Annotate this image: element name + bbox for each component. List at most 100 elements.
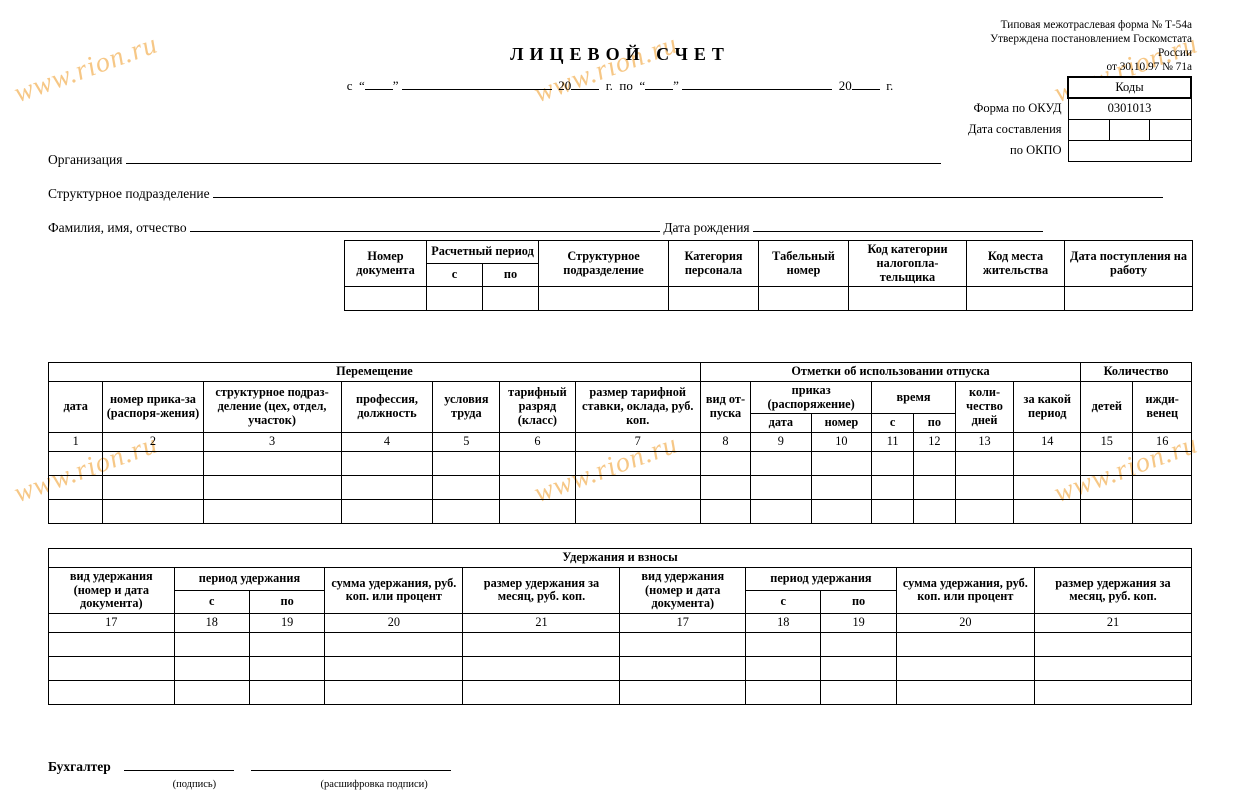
t2-ltype: вид от-пуска [700, 381, 750, 432]
t2-group-leave: Отметки об использовании отпуска [700, 363, 1080, 382]
fio-label: Фамилия, имя, отчество [48, 220, 187, 235]
t1-dept: Структурное подразделение [539, 241, 669, 287]
t1-hiredate: Дата поступления на работу [1065, 241, 1193, 287]
t3-colnum: 20 [896, 614, 1034, 633]
t3-kind-r: вид удержания (номер и дата документа) [620, 567, 746, 613]
t2-ldate: дата [751, 414, 812, 433]
t3-colnum: 17 [49, 614, 175, 633]
t2-cell [49, 451, 103, 475]
employee-info-table: Номер документа Расчетный период Структу… [344, 240, 1193, 311]
t1-cell [967, 287, 1065, 311]
watermark: www.rion.ru [530, 29, 682, 111]
t2-ls: с [872, 414, 914, 433]
dob-field [753, 219, 1043, 232]
t2-lpo: по [914, 414, 956, 433]
t2-group-qty: Количество [1081, 363, 1192, 382]
watermark: www.rion.ru [10, 29, 162, 111]
document-title: ЛИЦЕВОЙ СЧЕТ [48, 44, 1192, 65]
movement-leave-table: Перемещение Отметки об использовании отп… [48, 362, 1192, 524]
t1-docnum: Номер документа [345, 241, 427, 287]
t2-dept: структурное подраз-деление (цех, отдел, … [203, 381, 341, 432]
t1-cell [427, 287, 483, 311]
t2-ldays: коли-чество дней [955, 381, 1014, 432]
org-field [126, 151, 941, 164]
t2-cond: условия труда [433, 381, 500, 432]
dept-label: Структурное подразделение [48, 186, 210, 201]
t2-colnum: 3 [203, 433, 341, 452]
t3-size-r: размер удержания за месяц, руб. коп. [1034, 567, 1191, 613]
t2-rank: тарифный разряд (класс) [500, 381, 575, 432]
t3-colnum: 17 [620, 614, 746, 633]
t2-colnum: 10 [811, 433, 872, 452]
signature-name-field [251, 758, 451, 771]
dob-label: Дата рождения [663, 220, 749, 235]
t2-cell [49, 499, 103, 523]
date-compiled-y [1150, 119, 1191, 140]
t1-cell [1065, 287, 1193, 311]
t1-cell [539, 287, 669, 311]
t2-depend: ижди-венец [1133, 381, 1192, 432]
t2-cell [49, 475, 103, 499]
t3-colnum: 19 [249, 614, 324, 633]
dept-field [213, 185, 1163, 198]
t3-sum-r: сумма удержания, руб. коп. или процент [896, 567, 1034, 613]
t2-lnum: номер [811, 414, 872, 433]
t2-ltime: время [872, 381, 956, 414]
t2-prof: профессия, должность [341, 381, 433, 432]
t2-colnum: 11 [872, 433, 914, 452]
t2-lperiod: за какой период [1014, 381, 1081, 432]
codes-box: Коды Форма по ОКУД 0301013 Дата составле… [967, 76, 1192, 162]
t3-size-l: размер удержания за месяц, руб. коп. [463, 567, 620, 613]
t3-colnum: 19 [821, 614, 896, 633]
t2-colnum: 4 [341, 433, 433, 452]
t2-group-move: Перемещение [49, 363, 701, 382]
t2-colnum: 5 [433, 433, 500, 452]
t3-cell [49, 632, 175, 656]
date-compiled-label: Дата составления [967, 119, 1068, 140]
okpo-label: по ОКПО [967, 140, 1068, 161]
t2-colnum: 1 [49, 433, 103, 452]
t2-rate: размер тарифной ставки, оклада, руб. коп… [575, 381, 700, 432]
t2-colnum: 7 [575, 433, 700, 452]
t3-kind-l: вид удержания (номер и дата документа) [49, 567, 175, 613]
t3-colnum: 21 [463, 614, 620, 633]
deductions-table: Удержания и взносы вид удержания (номер … [48, 548, 1192, 705]
t2-colnum: 2 [103, 433, 203, 452]
okud-label: Форма по ОКУД [967, 98, 1068, 119]
t3-colnum: 18 [746, 614, 821, 633]
t3-cell [49, 656, 175, 680]
t2-colnum: 14 [1014, 433, 1081, 452]
fio-field [190, 219, 660, 232]
okpo-value [1068, 140, 1191, 161]
t1-cell [849, 287, 967, 311]
t3-sum-l: сумма удержания, руб. коп. или процент [325, 567, 463, 613]
t3-colnum: 18 [174, 614, 249, 633]
t1-cell [669, 287, 759, 311]
t1-period-po: по [483, 264, 539, 287]
t2-lorder: приказ (распоряжение) [751, 381, 872, 414]
t2-colnum: 8 [700, 433, 750, 452]
t2-colnum: 12 [914, 433, 956, 452]
t2-colnum: 13 [955, 433, 1014, 452]
t1-cell [345, 287, 427, 311]
t3-colnum: 21 [1034, 614, 1191, 633]
t2-colnum: 6 [500, 433, 575, 452]
signature-role: Бухгалтер [48, 759, 111, 774]
t3-po-l: по [249, 590, 324, 613]
t3-title: Удержания и взносы [49, 549, 1192, 568]
t2-colnum: 9 [751, 433, 812, 452]
t3-po-r: по [821, 590, 896, 613]
org-label: Организация [48, 152, 122, 167]
t2-colnum: 16 [1133, 433, 1192, 452]
t3-period-l: период удержания [174, 567, 325, 590]
t3-cell [49, 680, 175, 704]
t2-colnum: 15 [1081, 433, 1133, 452]
t1-period: Расчетный период [427, 241, 539, 264]
approval-line1: Типовая межотраслевая форма № Т-54а [882, 18, 1192, 32]
signature-caption2: (расшифровка подписи) [274, 779, 474, 790]
t2-ordernum: номер прика-за (распоря-жения) [103, 381, 203, 432]
t1-period-s: с [427, 264, 483, 287]
t2-date: дата [49, 381, 103, 432]
t1-category: Категория персонала [669, 241, 759, 287]
t1-cell [759, 287, 849, 311]
